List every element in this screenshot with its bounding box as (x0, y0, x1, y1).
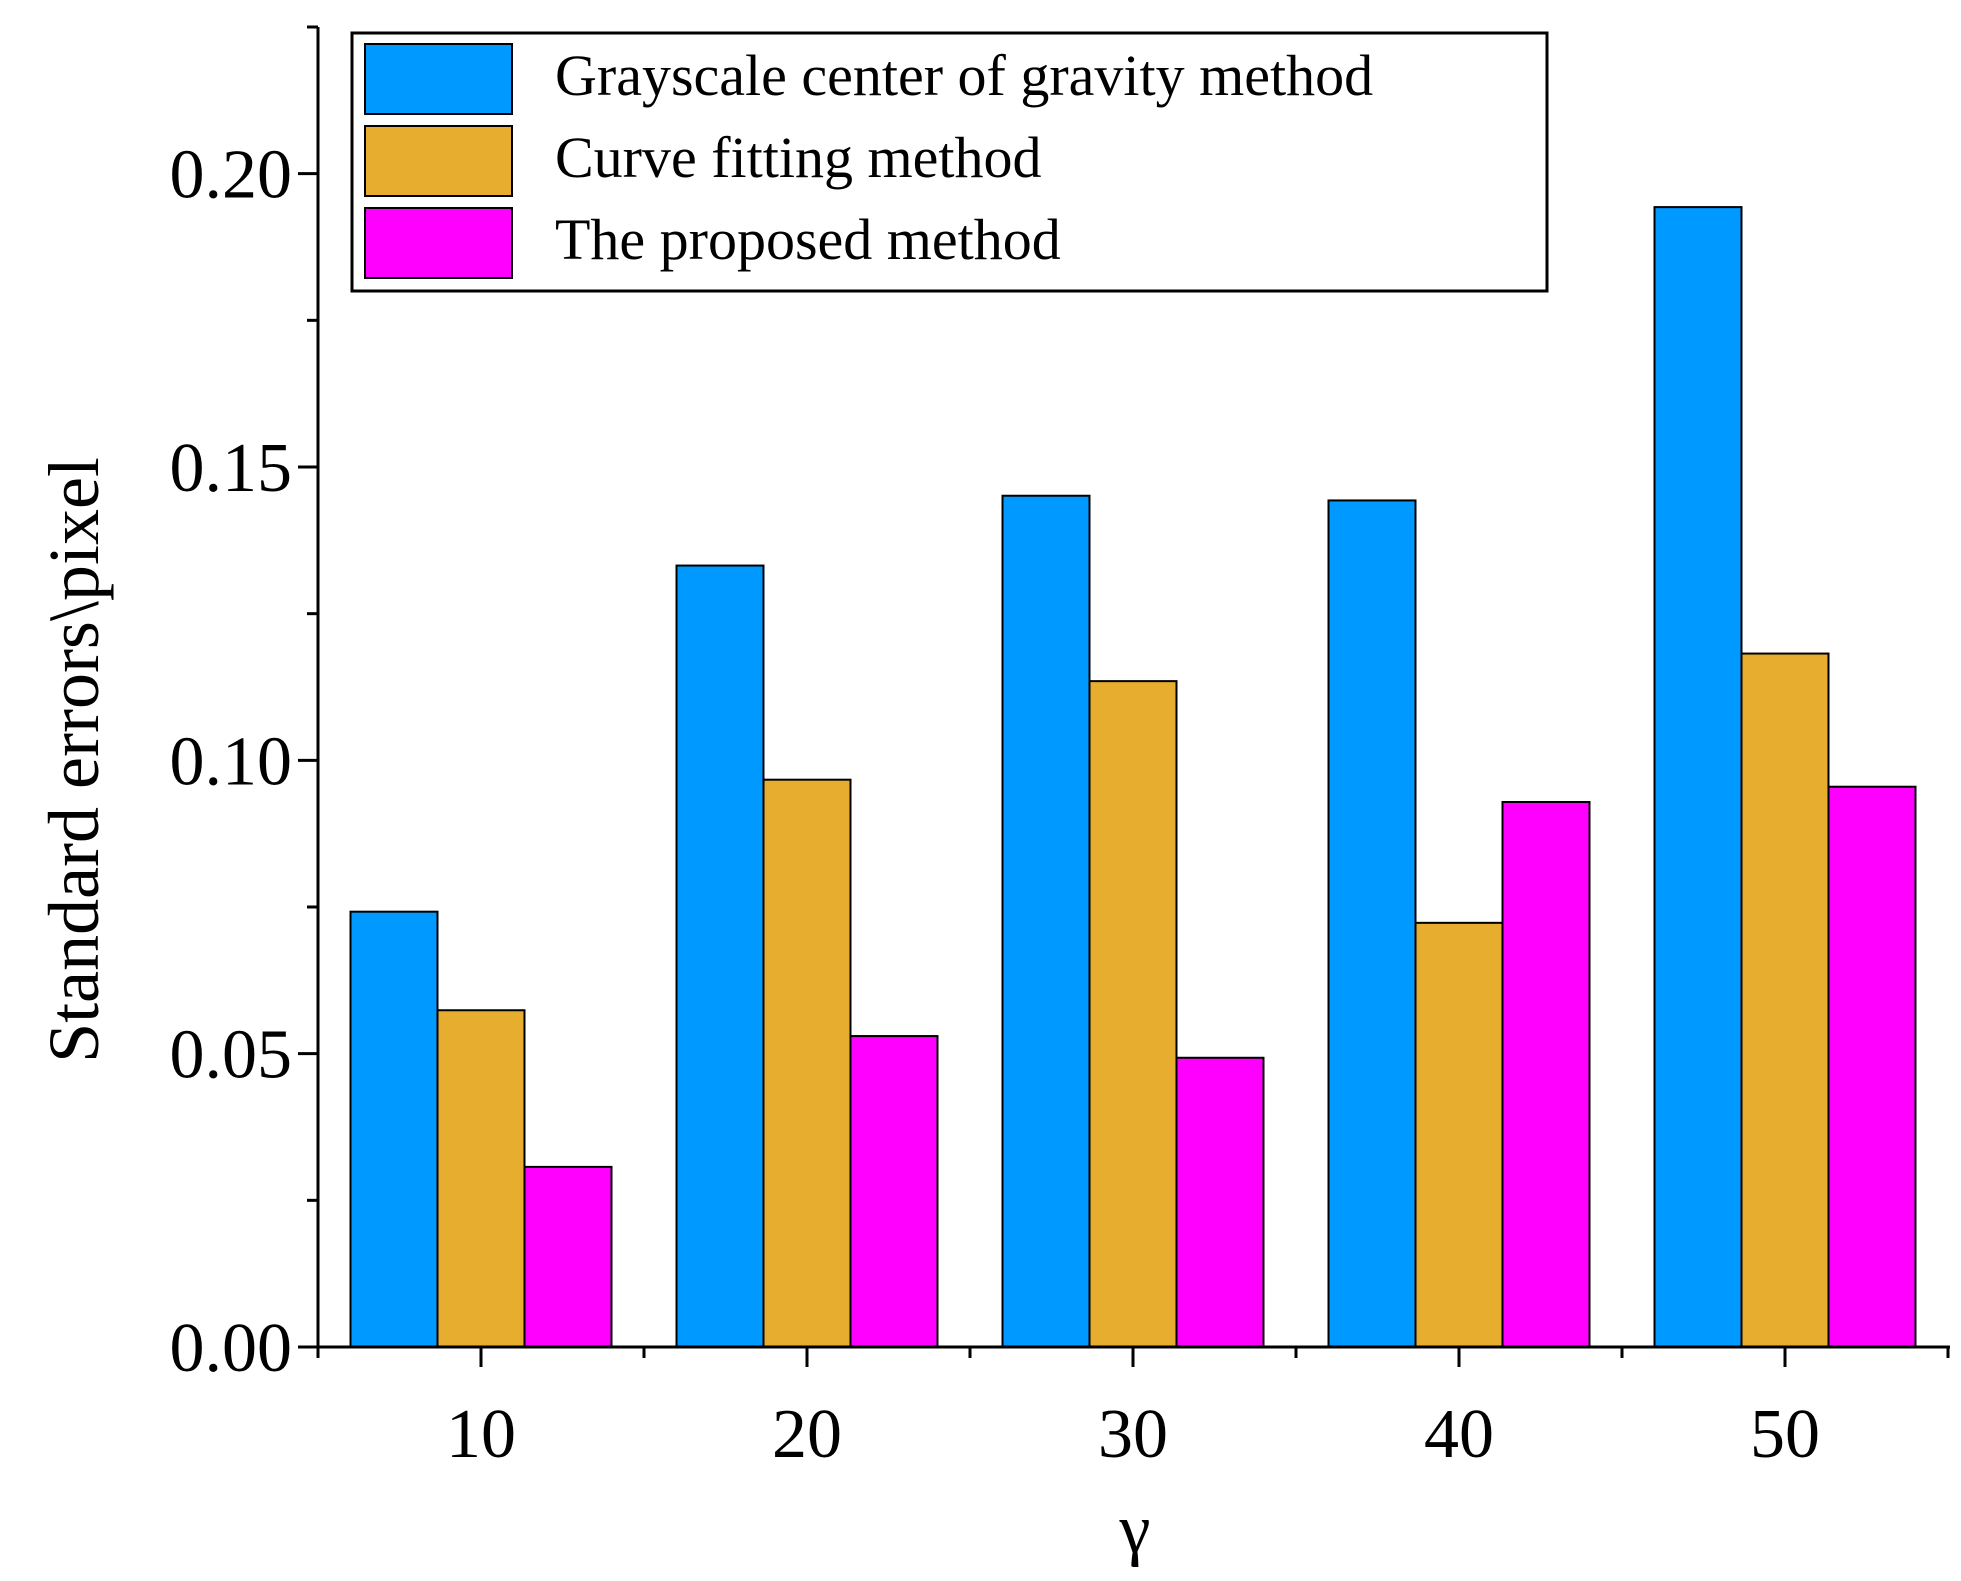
bars-group (349, 206, 1917, 1349)
legend-swatch (364, 207, 513, 279)
legend: Grayscale center of gravity method Curve … (350, 31, 1549, 293)
bar-10-series-2 (436, 1009, 526, 1349)
legend-label: Grayscale center of gravity method (555, 43, 1373, 108)
x-tick-label: 20 (772, 1396, 842, 1473)
x-tick-label: 30 (1098, 1396, 1168, 1473)
legend-swatch (364, 125, 513, 197)
bar-30-series-3 (1175, 1056, 1265, 1348)
x-axis-label: γ (1119, 1491, 1151, 1568)
bar-30-series-2 (1088, 680, 1178, 1348)
legend-label: The proposed method (555, 207, 1061, 272)
bar-50-series-1 (1653, 206, 1743, 1348)
y-tick-label: 0.20 (170, 137, 293, 214)
bar-50-series-2 (1740, 652, 1830, 1348)
y-axis-label: Standard errors\pixel (34, 457, 114, 1063)
x-tick-label: 10 (446, 1396, 516, 1473)
legend-label: Curve fitting method (555, 125, 1042, 190)
y-tick-label: 0.15 (170, 430, 293, 507)
legend-box (350, 31, 1549, 293)
bar-20-series-1 (675, 564, 765, 1348)
bar-40-series-3 (1501, 800, 1591, 1348)
bar-40-series-1 (1327, 499, 1417, 1348)
bar-20-series-3 (849, 1035, 939, 1348)
bar-20-series-2 (762, 778, 852, 1348)
bar-10-series-3 (523, 1165, 613, 1348)
x-tick-label: 50 (1750, 1396, 1820, 1473)
y-tick-label: 0.05 (170, 1017, 293, 1094)
ticks-group: 0.00 0.05 0.10 0.15 0.20 10 20 30 40 50 (170, 25, 1950, 1473)
bar-10-series-1 (349, 910, 439, 1349)
y-tick-label: 0.00 (170, 1310, 293, 1387)
bar-30-series-1 (1001, 494, 1091, 1349)
x-tick-label: 40 (1424, 1396, 1494, 1473)
y-tick-label: 0.10 (170, 723, 293, 800)
bar-40-series-2 (1414, 921, 1504, 1349)
bar-50-series-3 (1827, 785, 1917, 1348)
legend-swatch (364, 43, 513, 115)
